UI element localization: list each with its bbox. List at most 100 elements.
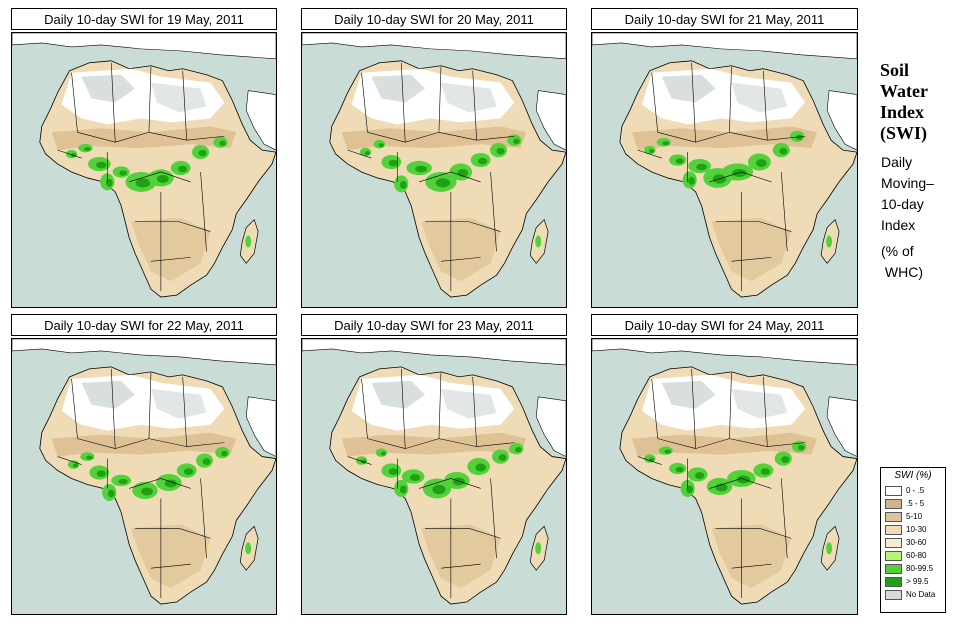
saturated-patch xyxy=(388,159,398,167)
no-data-area xyxy=(371,74,426,103)
saturated-patch xyxy=(135,178,151,188)
europe-landmass xyxy=(302,339,566,366)
country-border xyxy=(440,563,481,569)
legend-swatch xyxy=(885,499,902,509)
saturated-patch xyxy=(732,169,747,177)
moist-patch xyxy=(245,542,252,555)
saturated-patch xyxy=(164,479,177,488)
europe-landmass xyxy=(302,33,566,60)
saturated-patch xyxy=(432,484,446,495)
dry-belt xyxy=(341,432,527,457)
country-border xyxy=(347,456,372,465)
side-title: Soil Water Index (SWI) xyxy=(880,60,928,143)
legend-item: .5 - 5 xyxy=(885,498,945,510)
saturated-patch xyxy=(696,163,707,171)
map-svg xyxy=(302,33,566,307)
country-border xyxy=(425,221,501,232)
legend-title: SWI (%) xyxy=(894,470,932,481)
legend-item: 5-10 xyxy=(885,511,945,523)
country-border xyxy=(129,171,191,183)
saturated-patch xyxy=(686,485,693,494)
dry-belt xyxy=(421,217,501,282)
legend-item: 80-99.5 xyxy=(885,563,945,575)
legend-item: No Data xyxy=(885,589,945,601)
country-border xyxy=(715,528,792,539)
saturated-patch xyxy=(184,468,194,475)
legend-swatch xyxy=(885,590,902,600)
country-border xyxy=(77,131,225,143)
country-border xyxy=(657,438,806,449)
panel-title: Daily 10-day SWI for 22 May, 2011 xyxy=(11,314,277,336)
country-border xyxy=(763,70,768,141)
country-border xyxy=(657,131,806,143)
country-border xyxy=(709,478,772,489)
dry-belt xyxy=(51,432,237,457)
saturated-patch xyxy=(779,147,788,155)
legend-swatch xyxy=(885,551,902,561)
country-border xyxy=(129,478,191,489)
map-svg xyxy=(592,339,857,614)
country-border xyxy=(77,438,225,449)
country-border xyxy=(150,563,191,569)
saturated-patch xyxy=(156,174,169,183)
country-border xyxy=(490,171,497,252)
no-data-area xyxy=(81,380,136,409)
country-border xyxy=(651,72,659,133)
moist-patch xyxy=(245,235,252,248)
saturated-patch xyxy=(399,180,407,189)
side-subtitle: Daily Moving– 10-day Index xyxy=(881,154,934,233)
saturated-patch xyxy=(795,134,803,140)
saturated-patch xyxy=(675,158,684,164)
panel-title: Daily 10-day SWI for 21 May, 2011 xyxy=(591,8,858,30)
dry-belt xyxy=(51,126,237,151)
saturated-patch xyxy=(86,455,93,460)
saturated-patch xyxy=(515,446,522,453)
saturated-patch xyxy=(760,468,770,475)
panel-title: Daily 10-day SWI for 24 May, 2011 xyxy=(591,314,858,336)
country-border xyxy=(347,149,372,159)
country-border xyxy=(490,478,497,559)
saturated-patch xyxy=(409,474,421,481)
saturated-patch xyxy=(475,463,486,472)
country-border xyxy=(472,70,477,141)
legend-swatch xyxy=(885,512,902,522)
country-border xyxy=(729,66,732,133)
africa-map xyxy=(591,32,858,308)
saturated-patch xyxy=(664,449,672,454)
europe-landmass xyxy=(592,339,857,366)
europe-landmass xyxy=(12,339,276,366)
legend-item: > 99.5 xyxy=(885,576,945,588)
panel-title: Daily 10-day SWI for 19 May, 2011 xyxy=(11,8,277,30)
country-border xyxy=(691,368,696,449)
arabia-landmass xyxy=(826,396,857,457)
legend: SWI (%) 0 - .5 .5 - 5 5-10 10-30 30-60 6… xyxy=(880,467,946,613)
saturated-patch xyxy=(198,149,207,157)
map-panel-2: Daily 10-day SWI for 20 May, 2011 xyxy=(301,8,567,308)
no-data-area xyxy=(731,388,788,419)
africa-map xyxy=(301,32,567,308)
saturated-patch xyxy=(219,140,226,146)
legend-item: 0 - .5 xyxy=(885,485,945,497)
no-data-area xyxy=(150,388,207,419)
arabia-landmass xyxy=(826,90,857,151)
map-svg xyxy=(12,33,276,307)
saturated-patch xyxy=(119,170,128,176)
saturated-patch xyxy=(178,165,188,173)
country-border xyxy=(361,378,368,439)
country-border xyxy=(57,149,82,159)
no-data-area xyxy=(440,82,497,113)
country-border xyxy=(400,62,406,143)
map-svg xyxy=(302,339,566,614)
country-border xyxy=(731,257,772,262)
map-panel-5: Daily 10-day SWI for 23 May, 2011 xyxy=(301,314,567,615)
country-border xyxy=(135,221,211,232)
country-border xyxy=(200,478,207,559)
no-data-area xyxy=(150,82,207,113)
saturated-patch xyxy=(105,178,113,187)
saturated-patch xyxy=(141,487,153,496)
country-border xyxy=(440,257,481,262)
saturated-patch xyxy=(415,165,428,173)
legend-swatch xyxy=(885,577,902,587)
country-border xyxy=(148,66,152,133)
saturated-patch xyxy=(364,151,371,156)
